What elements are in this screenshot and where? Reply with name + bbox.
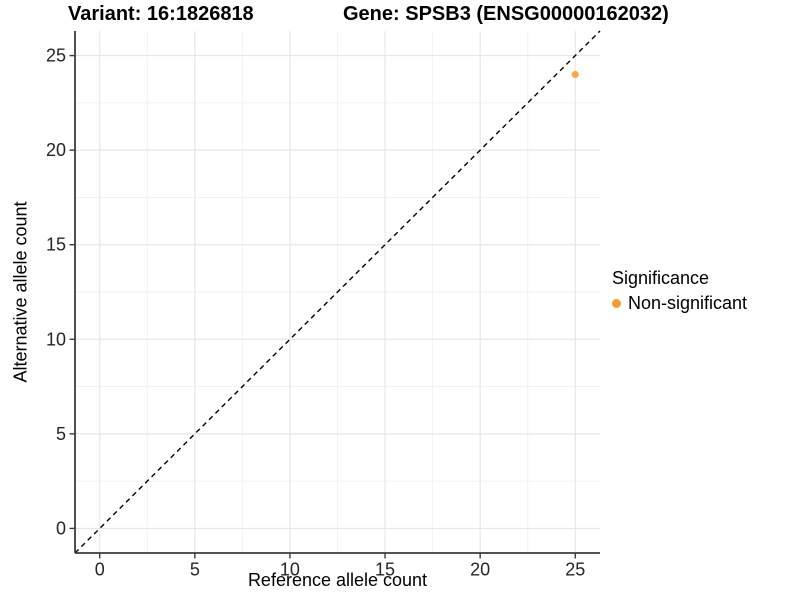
legend-entry: Non-significant bbox=[612, 293, 747, 314]
legend: Significance Non-significant bbox=[612, 268, 747, 314]
identity-line bbox=[74, 30, 601, 554]
y-tick-label: 5 bbox=[56, 424, 66, 444]
y-tick-label: 25 bbox=[46, 46, 66, 66]
y-tick-label: 10 bbox=[46, 329, 66, 349]
x-tick-label: 5 bbox=[190, 560, 200, 580]
x-tick-label: 25 bbox=[565, 560, 585, 580]
y-tick-label: 20 bbox=[46, 140, 66, 160]
y-tick-label: 0 bbox=[56, 518, 66, 538]
y-axis-title: Alternative allele count bbox=[10, 201, 31, 383]
plot-title-gene: Gene: SPSB3 (ENSG00000162032) bbox=[343, 3, 669, 25]
x-tick-label: 20 bbox=[470, 560, 490, 580]
x-axis-title: Reference allele count bbox=[247, 570, 428, 590]
legend-point-icon bbox=[612, 299, 621, 308]
legend-entry-label: Non-significant bbox=[628, 293, 748, 313]
x-tick-label: 15 bbox=[375, 560, 395, 580]
plot-title-variant: Variant: 16:1826818 bbox=[68, 3, 254, 25]
y-tick-label: 15 bbox=[46, 235, 66, 255]
data-point bbox=[571, 70, 579, 79]
legend-title: Significance bbox=[612, 268, 710, 288]
x-tick-label: 10 bbox=[280, 560, 300, 580]
x-tick-label: 0 bbox=[95, 560, 105, 580]
